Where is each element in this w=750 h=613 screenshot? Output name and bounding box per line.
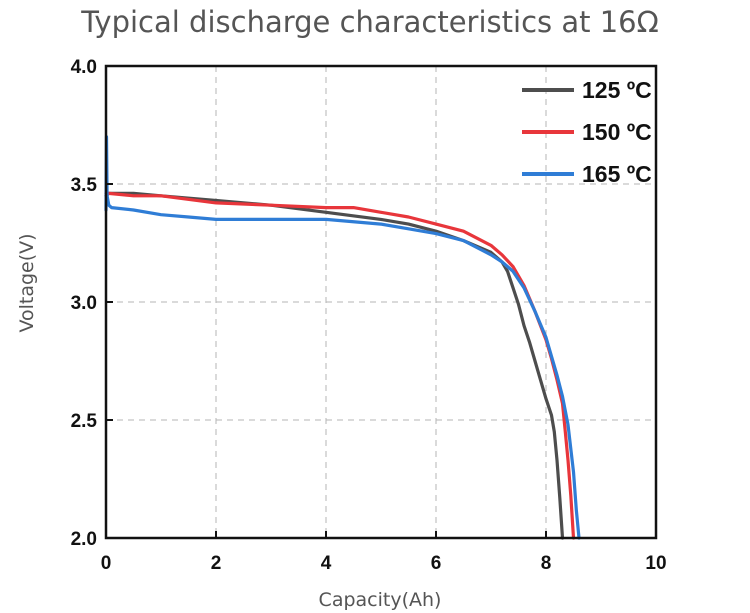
y-axis-label: Voltage(V): [16, 233, 38, 332]
legend-label-2: 150 ºC: [582, 119, 652, 145]
legend: 125 ºC 150 ºC 165 ºC: [522, 77, 652, 187]
x-tick-label: 2: [211, 553, 222, 574]
x-axis-label: Capacity(Ah): [319, 589, 442, 611]
series-line-3: [104, 135, 581, 540]
legend-label-1: 125 ºC: [582, 77, 652, 103]
y-tick-label: 2.0: [71, 529, 97, 550]
series-lines: [104, 135, 581, 540]
y-tick-label: 4.0: [71, 57, 97, 78]
x-tick-label: 6: [431, 553, 442, 574]
chart-title: Typical discharge characteristics at 16Ω: [80, 5, 659, 39]
x-tick-label: 4: [321, 553, 332, 574]
x-tick-label: 8: [541, 553, 552, 574]
x-tick-label: 0: [101, 553, 112, 574]
x-tick-label: 10: [645, 553, 666, 574]
y-tick-label: 3.5: [71, 175, 98, 196]
y-tick-label: 3.0: [71, 293, 97, 314]
axis-ticks: 0 2 4 6 8 10 2.0 2.5 3.0 3.5 4.0: [71, 57, 667, 574]
series-line-1: [104, 191, 565, 540]
legend-label-3: 165 ºC: [582, 161, 652, 187]
y-tick-label: 2.5: [71, 411, 98, 432]
series-line-2: [104, 191, 576, 540]
grid-lines: [106, 66, 656, 538]
